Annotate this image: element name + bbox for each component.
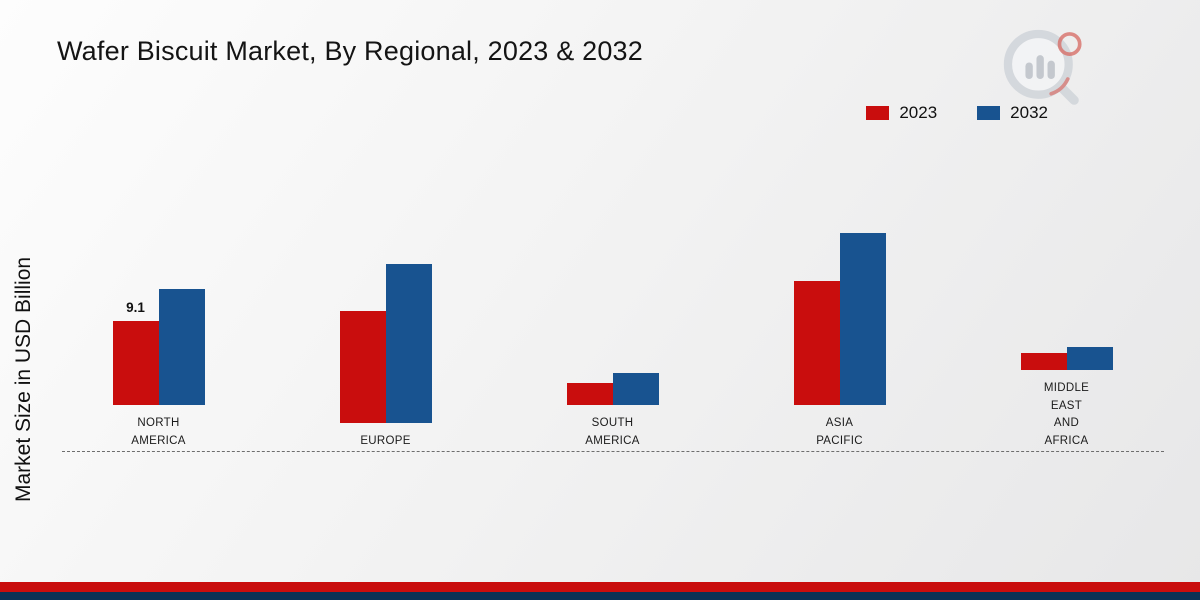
- legend-item-2032: 2032: [977, 103, 1048, 123]
- legend-swatch-2023: [866, 106, 890, 120]
- bar-2032-north-america: [158, 288, 205, 406]
- bar-2023-middle-east-and-africa: [1020, 353, 1067, 370]
- chart-legend: 2023 2032: [866, 103, 1048, 123]
- legend-item-2023: 2023: [866, 103, 937, 123]
- category-label-asia-pacific: ASIA PACIFIC: [816, 417, 863, 448]
- category-label-north-america: NORTH AMERICA: [131, 417, 186, 448]
- bar-2023-north-america: 9.1: [112, 300, 159, 406]
- category-label-south-america: SOUTH AMERICA: [585, 417, 640, 448]
- bar-pair: [793, 170, 886, 406]
- page-title: Wafer Biscuit Market, By Regional, 2023 …: [57, 36, 643, 66]
- category-group-north-america: 9.1 NORTH AMERICA: [45, 170, 272, 451]
- bar-2023-europe: [339, 311, 386, 424]
- legend-label-2032: 2032: [1010, 103, 1048, 122]
- y-axis-label: Market Size in USD Billion: [12, 256, 35, 502]
- bar-2032-europe: [385, 264, 432, 424]
- category-label-middle-east-and-africa: MIDDLE EAST AND AFRICA: [1043, 381, 1090, 448]
- bar-chart-plot-area: 9.1 NORTH AMERICA EUROPE SOUTH AMERICA ASIA …: [45, 170, 1180, 451]
- footer-red-band: [0, 582, 1200, 592]
- category-group-south-america: SOUTH AMERICA: [499, 170, 726, 451]
- bar-2032-middle-east-and-africa: [1066, 346, 1113, 370]
- bar-pair: [566, 170, 659, 406]
- brand-logo-icon: [996, 22, 1088, 119]
- bar-pair: [1020, 170, 1113, 370]
- category-group-europe: EUROPE: [272, 170, 499, 451]
- bar-2032-south-america: [612, 373, 659, 406]
- bar-2032-asia-pacific: [839, 233, 886, 406]
- bar-2023-asia-pacific: [793, 280, 840, 406]
- category-label-europe: EUROPE: [360, 435, 411, 448]
- bar-pair: 9.1: [112, 170, 205, 406]
- legend-label-2023: 2023: [899, 103, 938, 122]
- category-group-middle-east-and-africa: MIDDLE EAST AND AFRICA: [953, 170, 1180, 451]
- bar-pair: [339, 170, 432, 424]
- bar-value-label: 9.1: [126, 300, 145, 316]
- footer-navy-band: [0, 592, 1200, 600]
- legend-swatch-2032: [977, 106, 1001, 120]
- category-group-asia-pacific: ASIA PACIFIC: [726, 170, 953, 451]
- zero-baseline: [62, 451, 1164, 452]
- bar-2023-south-america: [566, 383, 613, 406]
